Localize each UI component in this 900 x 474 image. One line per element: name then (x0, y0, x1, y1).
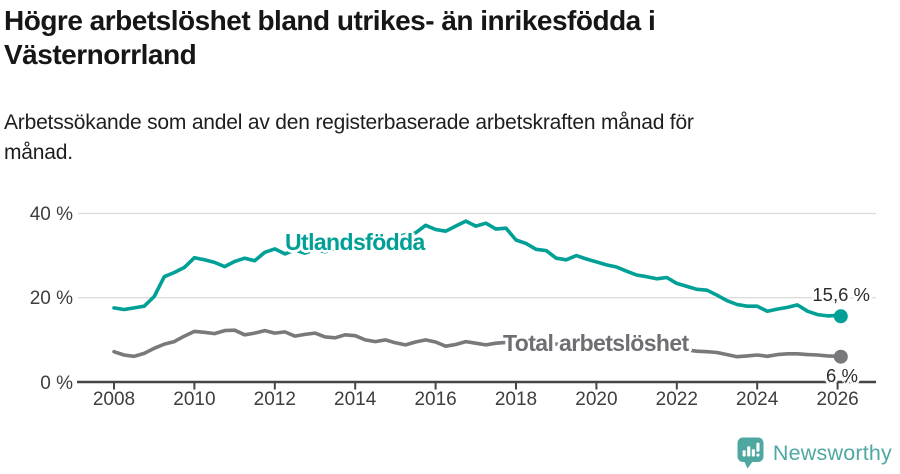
y-tick-label: 40 % (29, 204, 73, 225)
chart-title: Högre arbetslöshet bland utrikes- än inr… (4, 4, 884, 72)
end-value-total: 6 % (826, 365, 858, 386)
title-line-2: Västernorrland (4, 39, 197, 70)
x-tick-label: 2014 (334, 389, 377, 410)
end-value-utlandsfodda: 15,6 % (812, 284, 870, 305)
subtitle-line-1: Arbetssökande som andel av den registerb… (4, 111, 694, 134)
x-tick-label: 2020 (575, 389, 618, 410)
x-tick-label: 2018 (494, 389, 538, 410)
series-line (112, 219, 843, 319)
x-tick-label: 2012 (253, 389, 296, 410)
title-line-1: Högre arbetslöshet bland utrikes- än inr… (4, 5, 656, 36)
chart-subtitle: Arbetssökande som andel av den registerb… (4, 108, 864, 168)
x-tick-label: 2016 (414, 389, 457, 410)
series-line (112, 328, 843, 359)
y-tick-label: 20 % (29, 288, 73, 310)
x-tick-label: 2022 (655, 389, 698, 410)
x-tick-label: 2008 (92, 389, 136, 410)
series-label-utlandsfodda: Utlandsfödda (285, 229, 425, 255)
x-tick-label: 2010 (173, 389, 216, 410)
subtitle-line-2: månad. (4, 141, 73, 164)
series-end-dot (833, 349, 848, 364)
x-tick-label: 2026 (816, 389, 859, 410)
y-tick-label: 0 % (40, 372, 73, 394)
series-label-total-arbetsloshet: Total arbetslöshet (503, 330, 689, 356)
newsworthy-wordmark: Newsworthy (772, 440, 892, 465)
newsworthy-icon (737, 437, 764, 469)
series-end-dot (833, 309, 848, 324)
x-tick-label: 2024 (736, 389, 779, 410)
newsworthy-logo[interactable]: Newsworthy (736, 437, 892, 469)
